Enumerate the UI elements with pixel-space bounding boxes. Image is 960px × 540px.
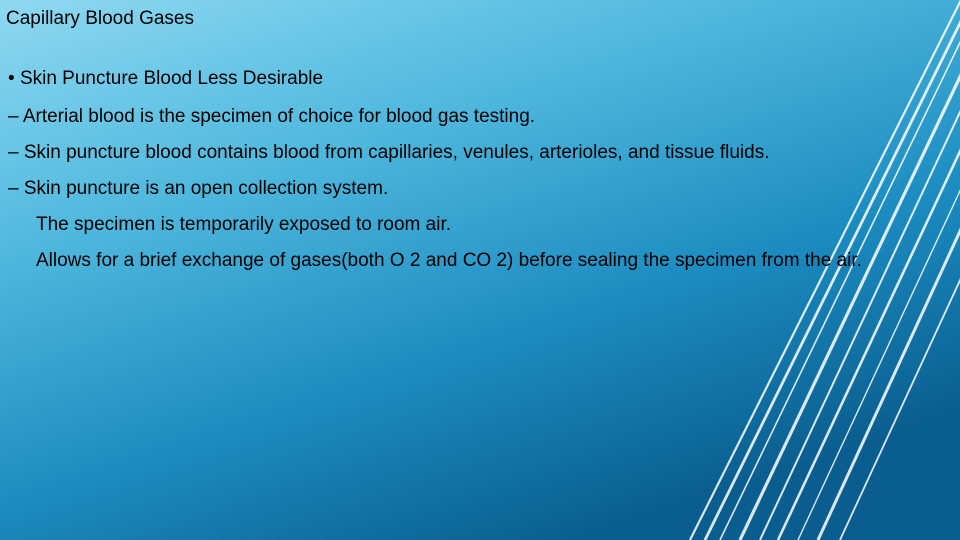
- bullet-prefix: •: [8, 68, 20, 89]
- bullet-text: Skin puncture blood contains blood from …: [24, 142, 770, 163]
- bullet-item: – Skin puncture blood contains blood fro…: [6, 142, 954, 164]
- sub-bullet-item: The specimen is temporarily exposed to r…: [6, 214, 954, 236]
- bullet-prefix: –: [8, 106, 23, 127]
- bullet-text: The specimen is temporarily exposed to r…: [36, 214, 451, 235]
- bullet-item: – Skin puncture is an open collection sy…: [6, 178, 954, 200]
- slide-content: Capillary Blood Gases • Skin Puncture Bl…: [0, 0, 960, 272]
- bullet-text: Skin Puncture Blood Less Desirable: [20, 68, 323, 89]
- bullet-text: Arterial blood is the specimen of choice…: [23, 106, 535, 127]
- bullet-item: – Arterial blood is the specimen of choi…: [6, 106, 954, 128]
- bullet-prefix: –: [8, 142, 24, 163]
- bullet-prefix: –: [8, 178, 24, 199]
- sub-bullet-item: Allows for a brief exchange of gases(bot…: [6, 250, 954, 272]
- slide: Capillary Blood Gases • Skin Puncture Bl…: [0, 0, 960, 540]
- slide-title: Capillary Blood Gases: [6, 8, 954, 30]
- bullet-text: Skin puncture is an open collection syst…: [24, 178, 388, 199]
- bullet-heading: • Skin Puncture Blood Less Desirable: [6, 68, 954, 90]
- bullet-text: Allows for a brief exchange of gases(bot…: [36, 250, 862, 271]
